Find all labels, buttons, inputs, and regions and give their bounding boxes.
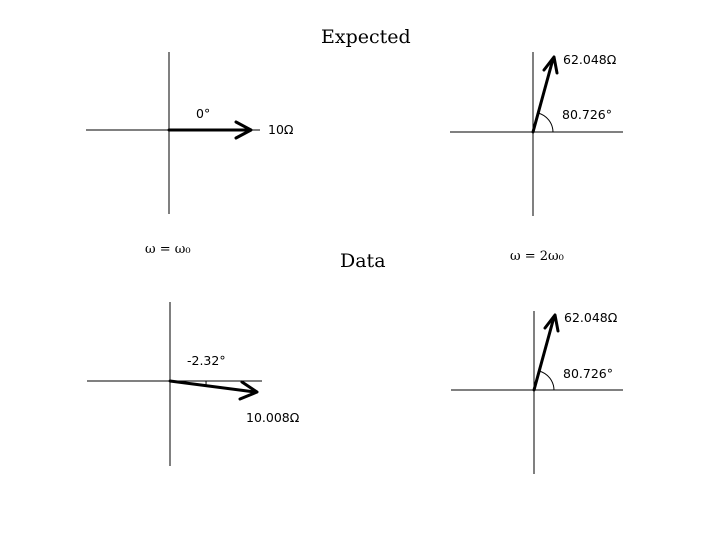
phasor-angle-label: 0° [196, 106, 210, 121]
phasor-angle-label: 80.726° [563, 366, 613, 381]
angle-arc [537, 112, 554, 133]
arrowhead [234, 120, 253, 140]
phasor-magnitude-label: 10Ω [268, 122, 294, 137]
phasor-arrow [531, 57, 555, 134]
angle-arc [538, 370, 555, 391]
condition-omega-2: ω = 2ω₀ [510, 249, 564, 264]
arrowhead [238, 380, 259, 401]
data-heading: Data [340, 250, 386, 272]
phasor-angle-label: -2.32° [187, 353, 226, 368]
phasor-arrow [168, 379, 257, 394]
phasor-magnitude-label: 62.048Ω [564, 310, 618, 325]
phasor-plot-expected-2w0: 62.048Ω 80.726° [450, 52, 623, 216]
phasor-magnitude-label: 62.048Ω [563, 52, 617, 67]
arrowhead [542, 55, 559, 75]
phasor-plot-data-w0: -2.32° 10.008Ω [87, 302, 300, 466]
phasor-magnitude-label: 10.008Ω [246, 410, 300, 425]
phasor-arrow [532, 315, 556, 392]
phasor-angle-label: 80.726° [562, 107, 612, 122]
expected-heading: Expected [321, 26, 411, 48]
phasor-plot-expected-w0: 0° 10Ω [86, 52, 294, 214]
condition-omega-0: ω = ω₀ [145, 242, 191, 257]
phasor-plot-data-2w0: 62.048Ω 80.726° [451, 310, 623, 474]
arrowhead [543, 313, 560, 333]
